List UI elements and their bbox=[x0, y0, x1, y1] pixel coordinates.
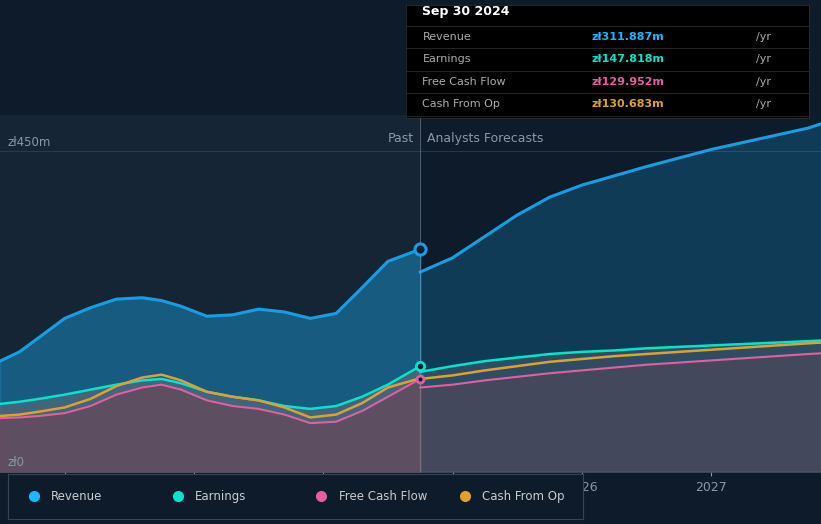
Text: zł129.952m: zł129.952m bbox=[591, 77, 664, 87]
Text: zł147.818m: zł147.818m bbox=[591, 54, 664, 64]
Bar bbox=[420, 115, 821, 472]
Text: Revenue: Revenue bbox=[423, 32, 471, 42]
Text: zł130.683m: zł130.683m bbox=[591, 100, 664, 110]
Text: Free Cash Flow: Free Cash Flow bbox=[423, 77, 506, 87]
Text: zł0: zł0 bbox=[7, 456, 25, 469]
Text: Cash From Op: Cash From Op bbox=[423, 100, 500, 110]
Text: /yr: /yr bbox=[756, 100, 772, 110]
Bar bbox=[0, 115, 420, 472]
Text: zł311.887m: zł311.887m bbox=[591, 32, 664, 42]
Text: /yr: /yr bbox=[756, 77, 772, 87]
Text: zł450m: zł450m bbox=[7, 136, 51, 149]
Text: Analysts Forecasts: Analysts Forecasts bbox=[427, 133, 543, 145]
Text: Cash From Op: Cash From Op bbox=[483, 490, 565, 503]
Text: Sep 30 2024: Sep 30 2024 bbox=[423, 5, 510, 18]
Text: Earnings: Earnings bbox=[423, 54, 471, 64]
Text: /yr: /yr bbox=[756, 32, 772, 42]
Text: /yr: /yr bbox=[756, 54, 772, 64]
Text: Past: Past bbox=[388, 133, 414, 145]
Text: Earnings: Earnings bbox=[195, 490, 246, 503]
Text: Revenue: Revenue bbox=[51, 490, 103, 503]
Text: Free Cash Flow: Free Cash Flow bbox=[338, 490, 427, 503]
